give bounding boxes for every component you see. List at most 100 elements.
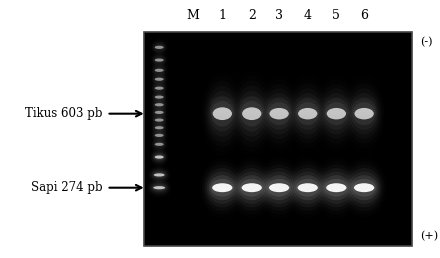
Ellipse shape	[155, 78, 164, 81]
Ellipse shape	[153, 100, 165, 109]
Text: 4: 4	[304, 9, 312, 22]
Ellipse shape	[151, 169, 167, 181]
Ellipse shape	[297, 183, 318, 192]
Ellipse shape	[348, 172, 380, 204]
Ellipse shape	[351, 98, 377, 130]
Ellipse shape	[155, 59, 164, 62]
Ellipse shape	[153, 131, 165, 140]
Ellipse shape	[210, 106, 235, 112]
Ellipse shape	[154, 117, 165, 123]
Ellipse shape	[324, 109, 349, 116]
Ellipse shape	[155, 95, 164, 99]
Ellipse shape	[155, 87, 164, 90]
Ellipse shape	[151, 150, 167, 164]
Ellipse shape	[154, 85, 165, 91]
Ellipse shape	[317, 165, 356, 211]
Text: 6: 6	[360, 9, 368, 22]
Ellipse shape	[153, 108, 165, 117]
Ellipse shape	[324, 103, 349, 109]
Text: 2: 2	[248, 9, 256, 22]
Ellipse shape	[267, 179, 291, 197]
Ellipse shape	[263, 88, 296, 139]
Text: Tikus 603 pb: Tikus 603 pb	[25, 107, 103, 120]
Ellipse shape	[153, 84, 165, 93]
Text: (+): (+)	[420, 231, 438, 241]
Ellipse shape	[154, 44, 165, 51]
Ellipse shape	[269, 183, 289, 192]
Ellipse shape	[152, 151, 166, 163]
Ellipse shape	[235, 86, 268, 142]
Ellipse shape	[265, 175, 293, 200]
Ellipse shape	[152, 184, 166, 191]
Ellipse shape	[150, 168, 169, 182]
Ellipse shape	[239, 103, 264, 109]
Ellipse shape	[295, 103, 320, 109]
Text: Sapi 274 pb: Sapi 274 pb	[31, 181, 103, 194]
Ellipse shape	[268, 102, 290, 125]
Ellipse shape	[293, 93, 323, 134]
Ellipse shape	[326, 108, 346, 119]
Ellipse shape	[153, 116, 165, 125]
Ellipse shape	[240, 101, 263, 126]
Ellipse shape	[326, 183, 346, 192]
Ellipse shape	[320, 88, 353, 139]
Ellipse shape	[155, 134, 164, 137]
Ellipse shape	[150, 182, 168, 194]
Ellipse shape	[153, 186, 165, 189]
Ellipse shape	[153, 43, 165, 52]
Ellipse shape	[155, 143, 164, 146]
Ellipse shape	[350, 175, 378, 200]
Ellipse shape	[153, 153, 165, 162]
Ellipse shape	[269, 108, 289, 119]
Ellipse shape	[154, 76, 165, 82]
Text: 3: 3	[275, 9, 283, 22]
Ellipse shape	[290, 168, 325, 207]
Ellipse shape	[267, 103, 292, 109]
Ellipse shape	[323, 98, 349, 130]
Ellipse shape	[239, 106, 264, 112]
Ellipse shape	[352, 106, 377, 112]
Ellipse shape	[213, 107, 232, 120]
Ellipse shape	[324, 106, 349, 112]
Ellipse shape	[324, 179, 348, 197]
FancyBboxPatch shape	[144, 32, 412, 246]
Ellipse shape	[321, 172, 352, 204]
Ellipse shape	[154, 102, 165, 108]
Text: 5: 5	[332, 9, 340, 22]
Ellipse shape	[262, 168, 297, 207]
Ellipse shape	[267, 109, 292, 116]
Ellipse shape	[292, 172, 323, 204]
Ellipse shape	[155, 126, 164, 129]
Ellipse shape	[323, 175, 350, 200]
Ellipse shape	[355, 108, 374, 119]
Ellipse shape	[155, 111, 164, 114]
Ellipse shape	[352, 179, 376, 197]
Ellipse shape	[354, 183, 374, 192]
Ellipse shape	[239, 96, 265, 132]
Ellipse shape	[298, 108, 317, 119]
Text: M: M	[187, 9, 199, 22]
Ellipse shape	[352, 103, 377, 109]
Ellipse shape	[207, 172, 238, 204]
Ellipse shape	[319, 168, 354, 207]
Ellipse shape	[295, 98, 321, 130]
Ellipse shape	[242, 183, 262, 192]
Ellipse shape	[203, 165, 242, 211]
Ellipse shape	[239, 109, 264, 116]
Ellipse shape	[154, 173, 165, 176]
Ellipse shape	[210, 179, 234, 197]
Ellipse shape	[208, 91, 237, 137]
Ellipse shape	[347, 168, 381, 207]
Ellipse shape	[211, 101, 234, 126]
Ellipse shape	[209, 175, 236, 200]
Ellipse shape	[291, 88, 324, 139]
Ellipse shape	[149, 181, 169, 195]
Ellipse shape	[153, 123, 165, 132]
Ellipse shape	[154, 57, 165, 63]
Ellipse shape	[264, 172, 295, 204]
Ellipse shape	[348, 88, 381, 139]
Ellipse shape	[295, 109, 320, 116]
Ellipse shape	[155, 118, 164, 122]
Ellipse shape	[353, 102, 375, 125]
Ellipse shape	[153, 56, 165, 64]
